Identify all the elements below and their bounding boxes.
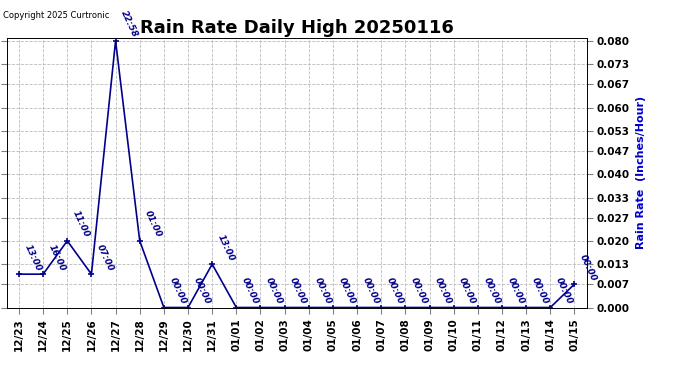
Text: 11:00: 11:00 xyxy=(71,209,91,239)
Text: 13:00: 13:00 xyxy=(23,243,43,273)
Text: 00:00: 00:00 xyxy=(288,276,308,306)
Text: 00:00: 00:00 xyxy=(385,276,405,306)
Text: 00:00: 00:00 xyxy=(554,276,574,306)
Text: 00:00: 00:00 xyxy=(361,276,381,306)
Text: 00:00: 00:00 xyxy=(530,276,550,306)
Y-axis label: Rain Rate  (Inches/Hour): Rain Rate (Inches/Hour) xyxy=(635,96,646,249)
Text: 00:00: 00:00 xyxy=(409,276,429,306)
Text: 00:00: 00:00 xyxy=(433,276,453,306)
Text: 13:00: 13:00 xyxy=(216,233,236,262)
Text: 00:00: 00:00 xyxy=(313,276,333,306)
Text: 00:00: 00:00 xyxy=(168,276,188,306)
Text: Copyright 2025 Curtronic: Copyright 2025 Curtronic xyxy=(3,11,110,20)
Text: 00:00: 00:00 xyxy=(240,276,260,306)
Text: 00:00: 00:00 xyxy=(337,276,357,306)
Text: 00:00: 00:00 xyxy=(264,276,284,306)
Text: 16:00: 16:00 xyxy=(47,243,67,273)
Text: 07:00: 07:00 xyxy=(95,243,115,273)
Text: 00:00: 00:00 xyxy=(578,253,598,282)
Text: 22:58: 22:58 xyxy=(119,9,139,39)
Text: 00:00: 00:00 xyxy=(506,276,526,306)
Title: Rain Rate Daily High 20250116: Rain Rate Daily High 20250116 xyxy=(140,20,453,38)
Text: 00:00: 00:00 xyxy=(457,276,477,306)
Text: 00:00: 00:00 xyxy=(482,276,502,306)
Text: 01:00: 01:00 xyxy=(144,209,164,239)
Text: 00:00: 00:00 xyxy=(192,276,212,306)
